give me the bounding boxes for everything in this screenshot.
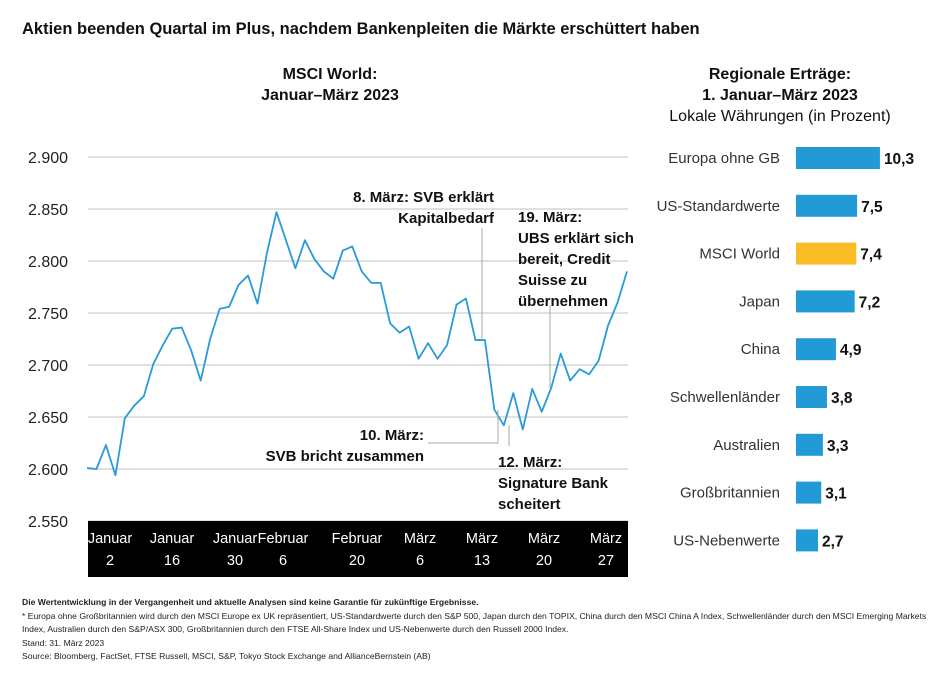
bar-value-label: 7,4: [860, 247, 882, 264]
x-tick-label: 13: [474, 553, 490, 569]
x-tick-label: Februar: [258, 531, 309, 547]
x-tick-label: Januar: [213, 531, 258, 547]
bar-value-label: 7,5: [861, 199, 883, 216]
x-tick-label: Januar: [88, 531, 133, 547]
figure-title: Aktien beenden Quartal im Plus, nachdem …: [22, 20, 700, 38]
bar-category-label: US-Nebenwerte: [673, 532, 780, 549]
bar-value-label: 10,3: [884, 151, 915, 168]
as-of-date: Stand: 31. März 2023: [22, 637, 105, 648]
line-chart-title: MSCI World: Januar–März 2023: [200, 64, 460, 106]
bar-value-label: 3,1: [825, 486, 847, 503]
annotation-text: Suisse zu: [518, 272, 587, 289]
bar-category-label: China: [741, 341, 781, 358]
bar-value-label: 2,7: [822, 533, 844, 550]
bar-value-label: 4,9: [840, 342, 862, 359]
x-axis-band: [88, 521, 628, 577]
bar-value-label: 3,3: [827, 438, 849, 455]
bar-category-label: Großbritannien: [680, 485, 780, 502]
bar-value-label: 3,8: [831, 390, 853, 407]
bar-value-label: 7,2: [859, 294, 881, 311]
bar-title: Regionale Erträge:: [708, 66, 852, 83]
line-subtitle: Januar–März 2023: [261, 87, 399, 104]
x-tick-label: März: [466, 531, 498, 547]
line-title: MSCI World:: [282, 66, 378, 83]
x-tick-label: März: [404, 531, 436, 547]
x-tick-label: 2: [106, 553, 114, 569]
bar-category-label: MSCI World: [699, 246, 780, 263]
y-tick-label: 2.650: [28, 410, 68, 427]
bar-australien: [796, 433, 823, 456]
x-tick-label: 6: [416, 553, 424, 569]
annotation-text: Kapitalbedarf: [398, 210, 495, 227]
source: Source: Bloomberg, FactSet, FTSE Russell…: [22, 651, 431, 661]
x-tick-label: 30: [227, 553, 243, 569]
y-tick-label: 2.900: [28, 150, 68, 167]
bar-category-label: Europa ohne GB: [668, 150, 780, 167]
x-tick-label: 20: [536, 553, 552, 569]
annotation-text: UBS erklärt sich: [518, 230, 634, 247]
bar-category-label: Australien: [713, 437, 780, 454]
bar-us-nebenwerte: [796, 529, 819, 552]
x-tick-label: Februar: [332, 531, 383, 547]
bar-msci-world: [796, 242, 857, 265]
annotation-text: übernehmen: [518, 293, 608, 310]
y-tick-label: 2.850: [28, 202, 68, 219]
annotation-text: 19. März:: [518, 209, 582, 226]
x-tick-label: 6: [279, 553, 287, 569]
msci-world-line: [86, 211, 628, 477]
annotation-text: 8. März: SVB erklärt: [353, 189, 494, 206]
annotation-text: SVB bricht zusammen: [266, 448, 424, 465]
bar-us-standardwerte: [796, 194, 858, 217]
y-tick-label: 2.550: [28, 514, 68, 531]
x-tick-label: 20: [349, 553, 365, 569]
x-tick-label: 27: [598, 553, 614, 569]
bar-schwellenl-nder: [796, 386, 827, 408]
bar-category-label: Japan: [739, 293, 780, 310]
bar-japan: [796, 290, 855, 313]
disclaimer: Die Wertentwicklung in der Vergangenheit…: [22, 597, 479, 607]
bar-category-label: Schwellenländer: [670, 389, 780, 406]
annotation-leader: [428, 410, 499, 444]
bar-chart-title: Regionale Erträge: 1. Januar–März 2023 L…: [650, 64, 910, 127]
x-tick-label: Januar: [150, 531, 195, 547]
bar-category-label: US-Standardwerte: [657, 198, 780, 215]
annotation-text: bereit, Credit: [518, 251, 611, 268]
annotation-text: scheitert: [498, 496, 561, 513]
bar-gro-britannien: [796, 481, 822, 504]
annotation-text: 10. März:: [360, 427, 424, 444]
x-tick-label: März: [590, 531, 622, 547]
y-tick-label: 2.800: [28, 254, 68, 271]
bar-unit-note: Lokale Währungen (in Prozent): [669, 108, 891, 125]
footnote: * Europa ohne Großbritannien wird durch …: [22, 610, 927, 635]
x-tick-label: 16: [164, 553, 180, 569]
bar-europa-ohne-gb: [796, 147, 880, 169]
footer: Die Wertentwicklung in der Vergangenheit…: [22, 596, 932, 664]
bar-subtitle: 1. Januar–März 2023: [702, 87, 858, 104]
x-tick-label: März: [528, 531, 560, 547]
annotation-text: 12. März:: [498, 454, 562, 471]
y-tick-label: 2.600: [28, 462, 68, 479]
y-tick-label: 2.750: [28, 306, 68, 323]
bar-china: [796, 338, 836, 361]
annotation-text: Signature Bank: [498, 475, 609, 492]
y-tick-label: 2.700: [28, 358, 68, 375]
